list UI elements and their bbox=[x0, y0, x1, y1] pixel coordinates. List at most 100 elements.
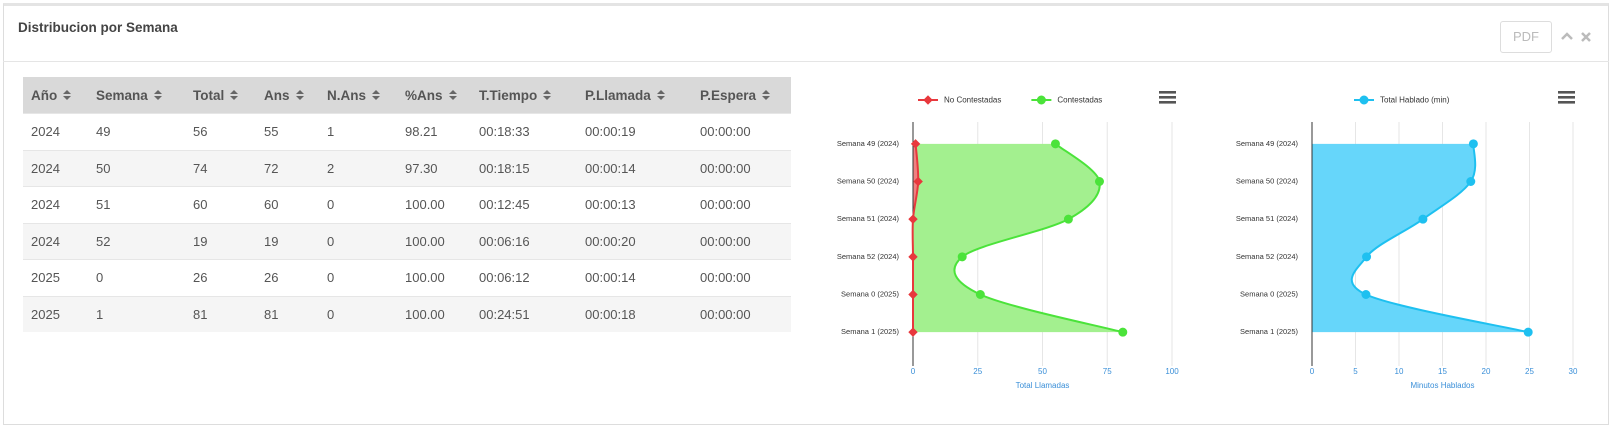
x-tick-label: 25 bbox=[1525, 367, 1534, 376]
table-cell: 2024 bbox=[23, 186, 88, 223]
legend-label[interactable]: No Contestadas bbox=[944, 96, 1001, 105]
point bbox=[908, 327, 918, 337]
table-cell: 2025 bbox=[23, 295, 88, 332]
x-tick-label: 0 bbox=[1310, 367, 1315, 376]
menu-icon-bar[interactable] bbox=[1558, 101, 1575, 104]
table-cell: 00:12:45 bbox=[471, 186, 577, 223]
legend-label[interactable]: Total Hablado (min) bbox=[1380, 96, 1450, 105]
category-label: Semana 1 (2025) bbox=[841, 327, 899, 336]
column-header[interactable]: %Ans bbox=[397, 77, 471, 114]
x-tick-label: 25 bbox=[973, 367, 982, 376]
table-cell: 00:00:00 bbox=[692, 149, 791, 187]
table-cell: 19 bbox=[256, 222, 319, 260]
column-title: %Ans bbox=[405, 87, 443, 103]
point bbox=[910, 139, 921, 149]
column-header[interactable]: Total bbox=[185, 77, 256, 114]
category-label: Semana 49 (2024) bbox=[1236, 139, 1299, 148]
close-icon[interactable] bbox=[1581, 32, 1591, 42]
table-cell: 100.00 bbox=[397, 222, 471, 260]
column-header[interactable]: Año bbox=[23, 77, 88, 114]
table-row: 2025 0 26 26 0 100.00 00:06:12 00:00:14 00:00:00 bbox=[23, 259, 791, 296]
sort-icon bbox=[372, 89, 381, 100]
category-label: Semana 0 (2025) bbox=[1240, 289, 1298, 298]
x-axis-title: Total Llamadas bbox=[1016, 381, 1070, 390]
panel-icons bbox=[1561, 32, 1591, 42]
table-cell: 00:00:20 bbox=[577, 222, 692, 260]
table-cell: 00:18:33 bbox=[471, 113, 577, 150]
table-cell: 00:00:00 bbox=[692, 295, 791, 332]
point bbox=[1063, 214, 1073, 224]
table-cell: 51 bbox=[88, 186, 185, 223]
point bbox=[1359, 95, 1369, 105]
menu-icon-bar[interactable] bbox=[1159, 101, 1176, 104]
x-tick-label: 15 bbox=[1438, 367, 1447, 376]
chart: 0 25 50 75 100 Total Llamadas Semana 49 (2024)… bbox=[837, 91, 1179, 390]
sort-arrows bbox=[543, 89, 552, 100]
table-cell: 19 bbox=[185, 222, 256, 260]
table-row: 2024 52 19 19 0 100.00 00:06:16 00:00:20 00:00:0… bbox=[23, 222, 791, 260]
point bbox=[1361, 290, 1371, 299]
table-cell: 100.00 bbox=[397, 259, 471, 296]
panel-title: Distribucion por Semana bbox=[18, 20, 178, 35]
table-cell: 26 bbox=[256, 259, 319, 296]
sort-arrows bbox=[63, 89, 72, 100]
table-cell: 26 bbox=[185, 259, 256, 296]
menu-icon-bar[interactable] bbox=[1159, 96, 1176, 99]
column-header[interactable]: T.Tiempo bbox=[471, 77, 577, 114]
category-label: Semana 50 (2024) bbox=[837, 176, 900, 185]
column-title: Año bbox=[31, 87, 58, 103]
sort-arrows bbox=[448, 89, 457, 100]
x-tick-label: 100 bbox=[1165, 367, 1179, 376]
area bbox=[1312, 143, 1529, 333]
menu-icon-bar[interactable] bbox=[1159, 91, 1176, 94]
collapse-icon[interactable] bbox=[1561, 32, 1573, 40]
table-cell: 00:00:00 bbox=[692, 222, 791, 260]
sort-icon bbox=[656, 89, 665, 100]
category-label: Semana 51 (2024) bbox=[837, 214, 900, 223]
table-cell: 98.21 bbox=[397, 113, 471, 150]
point bbox=[1036, 95, 1046, 105]
category-label: Semana 49 (2024) bbox=[837, 139, 900, 148]
table-cell: 2 bbox=[319, 149, 397, 187]
column-title: Semana bbox=[96, 87, 148, 103]
point bbox=[1523, 327, 1533, 337]
table-cell: 2024 bbox=[23, 149, 88, 187]
table-cell: 0 bbox=[319, 295, 397, 332]
pdf-button[interactable]: PDF bbox=[1500, 21, 1552, 53]
column-header[interactable]: P.Espera bbox=[692, 77, 791, 114]
table-cell: 00:18:15 bbox=[471, 149, 577, 187]
column-title: N.Ans bbox=[327, 87, 367, 103]
column-title: T.Tiempo bbox=[479, 87, 538, 103]
table-cell: 49 bbox=[88, 113, 185, 150]
table-cell: 2025 bbox=[23, 259, 88, 296]
panel bbox=[3, 3, 1609, 425]
menu-icon-bar[interactable] bbox=[1558, 96, 1575, 99]
table-cell: 1 bbox=[319, 113, 397, 150]
table-row: 2024 50 74 72 2 97.30 00:18:15 00:00:14 00:00:00 bbox=[23, 149, 791, 187]
header-row: Año Semana Total Ans N.Ans %Ans T.Tiempo P.Llam… bbox=[23, 77, 791, 114]
legend-label[interactable]: Contestadas bbox=[1057, 96, 1102, 105]
sort-icon bbox=[543, 89, 552, 100]
column-header[interactable]: N.Ans bbox=[319, 77, 397, 114]
table-cell: 55 bbox=[256, 113, 319, 150]
column-header[interactable]: P.Llamada bbox=[577, 77, 692, 114]
column-header[interactable]: Semana bbox=[88, 77, 185, 114]
menu-icon-bar[interactable] bbox=[1558, 91, 1575, 94]
point bbox=[957, 252, 967, 262]
sort-icon bbox=[448, 89, 457, 100]
column-header[interactable]: Ans bbox=[256, 77, 319, 114]
sort-icon bbox=[63, 89, 72, 100]
category-label: Semana 50 (2024) bbox=[1236, 176, 1299, 185]
table-cell: 00:06:12 bbox=[471, 259, 577, 296]
x-axis-title: Minutos Hablados bbox=[1410, 381, 1474, 390]
table-row: 2024 49 56 55 1 98.21 00:18:33 00:00:19 00:00:00 bbox=[23, 113, 791, 150]
category-label: Semana 0 (2025) bbox=[841, 289, 899, 298]
table-cell: 00:00:13 bbox=[577, 186, 692, 223]
chart: 0 5 10 15 20 25 30 Minutos Hablados Semana 49 (2… bbox=[1236, 91, 1578, 390]
sort-icon bbox=[230, 89, 239, 100]
table-row: 2024 51 60 60 0 100.00 00:12:45 00:00:13 00:00:0… bbox=[23, 186, 791, 223]
table-cell: 2024 bbox=[23, 222, 88, 260]
table-cell: 74 bbox=[185, 149, 256, 187]
x-tick-label: 75 bbox=[1103, 367, 1112, 376]
